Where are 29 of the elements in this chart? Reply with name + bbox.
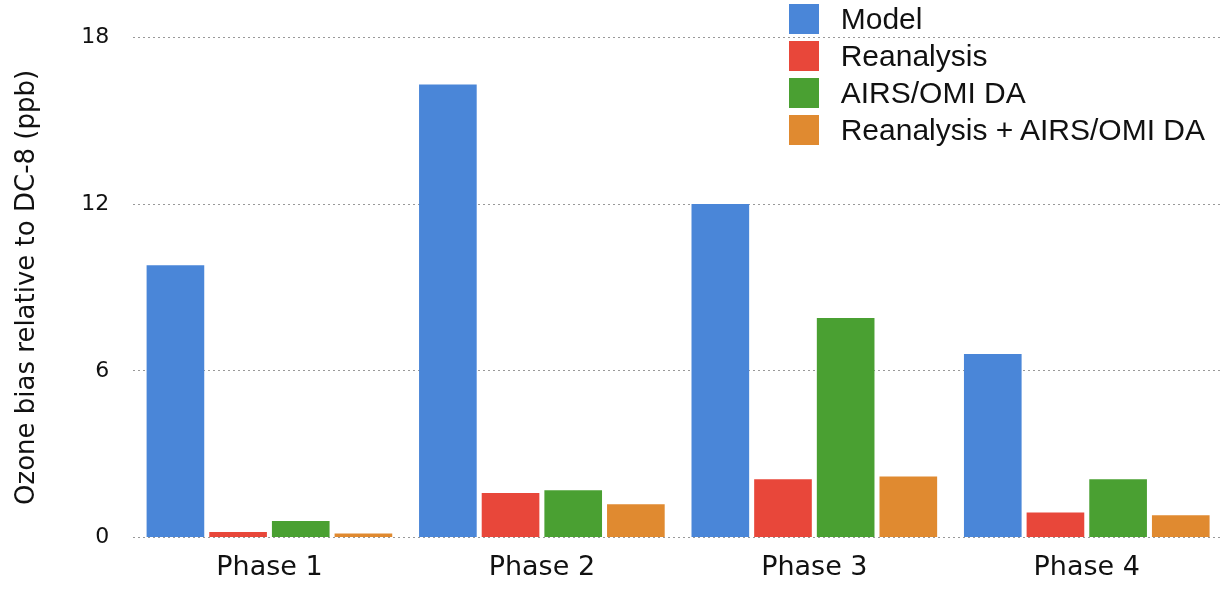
x-tick-label: Phase 1 bbox=[216, 549, 323, 581]
bar bbox=[544, 490, 603, 538]
y-axis-title: Ozone bias relative to DC-8 (ppb) bbox=[10, 69, 41, 505]
y-tick-label: 18 bbox=[81, 22, 110, 48]
bar bbox=[754, 479, 812, 538]
y-tick-label: 6 bbox=[95, 356, 110, 382]
bar bbox=[1151, 515, 1210, 538]
bar bbox=[419, 84, 477, 538]
bar bbox=[146, 265, 205, 538]
bar bbox=[607, 504, 665, 538]
bar bbox=[879, 476, 938, 538]
x-tick-label: Phase 4 bbox=[1033, 549, 1140, 581]
x-tick-label: Phase 2 bbox=[488, 549, 596, 581]
legend-label: Reanalysis + AIRS/OMI DA bbox=[840, 112, 1205, 147]
bar bbox=[1089, 479, 1147, 538]
bar bbox=[691, 204, 750, 538]
bar bbox=[816, 317, 875, 538]
legend-label: Reanalysis bbox=[840, 38, 988, 73]
bar bbox=[334, 533, 393, 538]
bar bbox=[271, 520, 330, 538]
y-tick-label: 12 bbox=[81, 189, 110, 215]
legend-label: AIRS/OMI DA bbox=[840, 75, 1026, 110]
bar bbox=[481, 493, 540, 538]
legend-label: Model bbox=[840, 1, 923, 36]
bar bbox=[209, 532, 267, 538]
x-tick-label: Phase 3 bbox=[761, 549, 868, 581]
bar bbox=[1026, 512, 1085, 538]
y-tick-label: 0 bbox=[95, 523, 110, 549]
bar bbox=[963, 354, 1022, 538]
